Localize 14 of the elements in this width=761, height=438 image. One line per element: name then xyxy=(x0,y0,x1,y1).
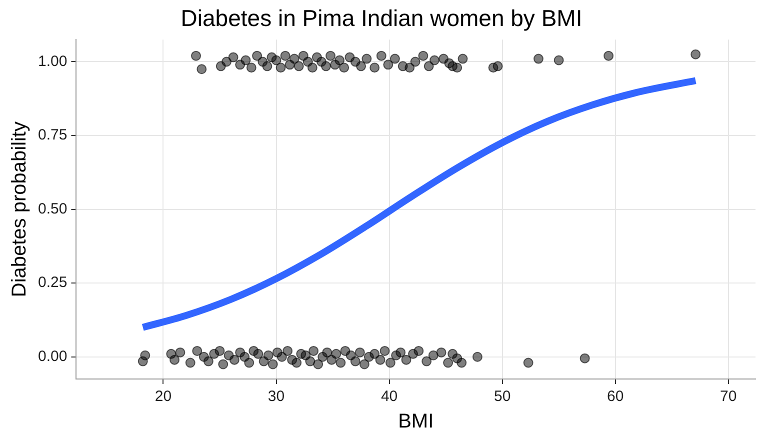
y-tick-label: 0.25 xyxy=(38,274,68,292)
chart-title: Diabetes in Pima Indian women by BMI xyxy=(180,5,582,32)
x-tick-label: 30 xyxy=(268,388,285,406)
x-tick-label: 20 xyxy=(154,388,172,406)
x-tick-label: 40 xyxy=(380,388,398,406)
y-tick-label: 0.75 xyxy=(38,126,68,144)
x-tick-label: 70 xyxy=(720,388,737,406)
y-tick-label: 0.50 xyxy=(38,200,68,218)
x-tick-label: 50 xyxy=(494,388,511,406)
y-axis-title: Diabetes probability xyxy=(8,121,31,298)
y-tick-label: 1.00 xyxy=(38,52,68,70)
y-tick-label: 0.00 xyxy=(38,348,68,366)
x-tick-label: 60 xyxy=(607,388,624,406)
x-axis-title: BMI xyxy=(398,410,434,433)
